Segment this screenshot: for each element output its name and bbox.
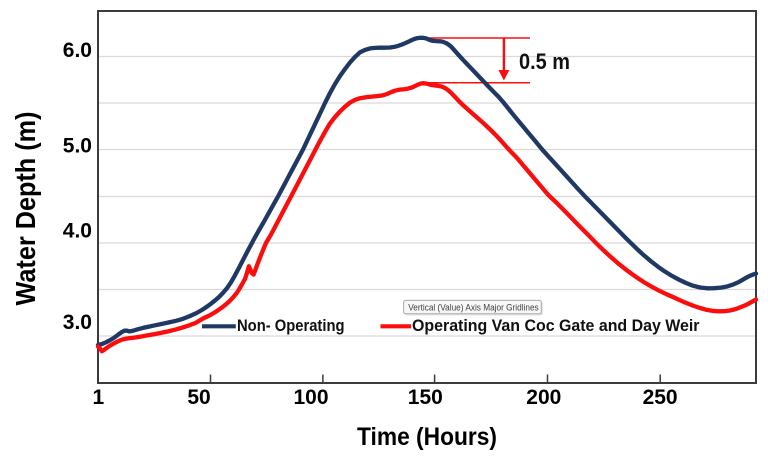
svg-text:Operating Van Coc Gate and Day: Operating Van Coc Gate and Day Weir bbox=[412, 316, 700, 335]
svg-text:200: 200 bbox=[526, 386, 561, 409]
svg-text:5.0: 5.0 bbox=[63, 134, 92, 157]
svg-text:100: 100 bbox=[293, 386, 328, 409]
svg-text:Time (Hours): Time (Hours) bbox=[357, 423, 497, 451]
svg-text:Vertical (Value) Axis Major Gr: Vertical (Value) Axis Major Gridlines bbox=[408, 303, 539, 313]
svg-text:250: 250 bbox=[643, 386, 678, 409]
svg-text:3.0: 3.0 bbox=[63, 311, 92, 334]
svg-text:Water Depth (m): Water Depth (m) bbox=[10, 112, 41, 306]
svg-text:4.0: 4.0 bbox=[63, 220, 92, 243]
svg-text:150: 150 bbox=[408, 386, 443, 409]
svg-text:Non- Operating: Non- Operating bbox=[237, 316, 345, 335]
svg-text:0.5 m: 0.5 m bbox=[519, 49, 570, 74]
svg-text:6.0: 6.0 bbox=[63, 39, 92, 62]
svg-text:50: 50 bbox=[187, 386, 210, 409]
svg-text:1: 1 bbox=[93, 386, 105, 409]
